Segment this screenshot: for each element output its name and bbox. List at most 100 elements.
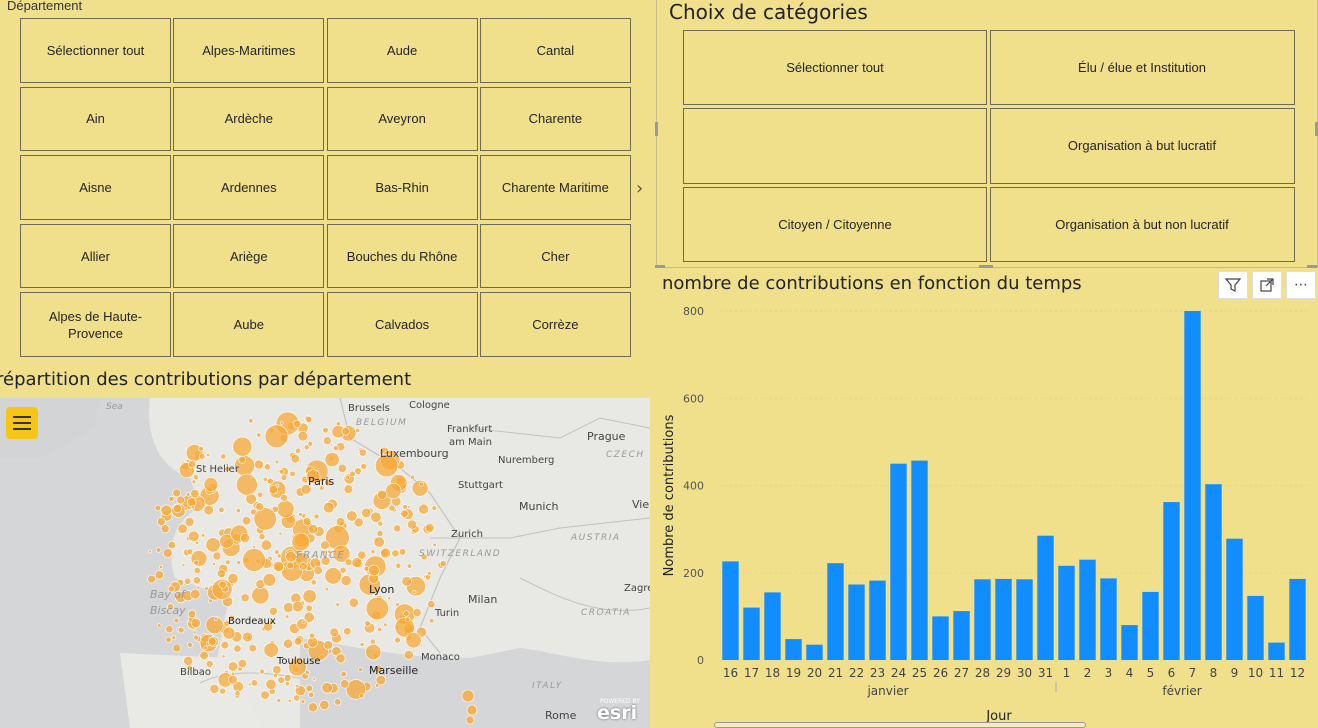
contribution-dot[interactable] [335,653,346,664]
contribution-dot[interactable] [237,659,247,669]
bar-day-8[interactable] [1205,484,1222,660]
contribution-dot[interactable] [320,540,330,550]
contribution-dot[interactable] [231,671,236,676]
contribution-dot[interactable] [404,616,411,623]
contribution-dot[interactable] [183,506,188,512]
contribution-dot[interactable] [176,495,185,505]
resize-handle-right[interactable] [1315,122,1318,136]
bar-day-17[interactable] [743,607,760,660]
contribution-dot[interactable] [234,690,241,697]
bar-day-28[interactable] [974,579,991,660]
contribution-dot[interactable] [394,617,415,638]
contribution-dot[interactable] [292,600,304,613]
contribution-dot[interactable] [241,516,252,526]
contribution-dot[interactable] [312,677,317,681]
departement-tile[interactable]: Aisne [20,155,171,220]
bar-day-22[interactable] [848,584,865,661]
contribution-dot[interactable] [280,474,288,481]
contribution-dot[interactable] [375,683,380,688]
contribution-dot[interactable] [212,551,222,561]
contribution-dot[interactable] [302,517,312,526]
contribution-dot[interactable] [257,491,264,498]
contribution-dot[interactable] [192,630,197,635]
contribution-dot[interactable] [192,576,201,585]
contribution-dot[interactable] [157,623,162,628]
contribution-dot[interactable] [305,684,313,692]
bar-day-4[interactable] [1121,625,1138,660]
contribution-dot[interactable] [184,517,195,527]
contribution-dot[interactable] [400,509,409,518]
contribution-dot[interactable] [171,635,177,640]
contribution-dot[interactable] [248,418,254,424]
contribution-dot[interactable] [339,566,347,574]
contribution-dot[interactable] [287,698,292,703]
contribution-dot[interactable] [172,643,182,653]
contribution-dot[interactable] [319,485,325,491]
contribution-dot[interactable] [340,575,352,587]
contribution-dot[interactable] [268,485,279,495]
contribution-dot[interactable] [255,502,265,511]
contribution-dot[interactable] [373,536,385,548]
contribution-dot[interactable] [279,469,285,475]
contribution-dot[interactable] [235,508,241,513]
bar-day-11[interactable] [1268,642,1285,660]
contribution-dot[interactable] [238,455,246,464]
contribution-dot[interactable] [345,475,350,480]
contribution-dot[interactable] [156,517,166,526]
contribution-dot[interactable] [427,600,436,609]
contribution-dot[interactable] [185,492,191,497]
contribution-dot[interactable] [380,547,391,559]
contribution-dot[interactable] [273,673,278,678]
contribution-dot[interactable] [349,470,356,478]
contribution-dot[interactable] [412,590,417,595]
contribution-dot[interactable] [225,559,231,565]
contribution-dot[interactable] [395,562,402,569]
contribution-dot[interactable] [242,631,253,643]
contribution-dot[interactable] [301,620,306,625]
contribution-dot[interactable] [308,524,319,535]
contribution-dot[interactable] [268,606,278,616]
contribution-dot[interactable] [156,547,162,553]
contribution-dot[interactable] [411,479,429,497]
contribution-dot[interactable] [343,627,352,636]
contribution-dot[interactable] [335,517,346,527]
contribution-dot[interactable] [205,660,214,668]
contribution-dot[interactable] [313,565,323,575]
contribution-dot[interactable] [191,479,197,485]
departement-tile[interactable]: Ariège [173,223,325,289]
contribution-dot[interactable] [324,478,332,487]
contribution-dot[interactable] [203,477,219,492]
bar-day-12[interactable] [1289,578,1306,660]
contribution-dot[interactable] [359,693,365,699]
contribution-dot[interactable] [405,632,422,649]
departement-tile[interactable]: Ain [20,86,171,152]
contribution-dot[interactable] [227,572,239,584]
contribution-dot[interactable] [276,698,282,703]
contribution-dot[interactable] [218,580,227,589]
contribution-dot[interactable] [198,445,204,452]
contribution-dot[interactable] [351,557,363,568]
contribution-dot[interactable] [205,616,224,635]
contribution-dot[interactable] [283,673,292,682]
contribution-dot[interactable] [327,549,332,554]
bar-day-27[interactable] [953,611,970,660]
contribution-dot[interactable] [403,610,410,617]
contribution-dot[interactable] [159,565,164,570]
contribution-dot[interactable] [165,625,174,634]
contribution-dot[interactable] [439,560,447,568]
contribution-dot[interactable] [344,558,353,566]
contribution-dot[interactable] [295,684,300,689]
contribution-dot[interactable] [329,627,339,638]
bar-day-20[interactable] [806,644,823,660]
contribution-dot[interactable] [393,524,402,533]
contribution-dot[interactable] [322,436,332,445]
bar-day-16[interactable] [722,561,739,660]
categorie-tile[interactable]: Sélectionner tout [683,30,987,106]
contribution-dot[interactable] [242,548,266,572]
contribution-dot[interactable] [420,553,428,561]
contribution-dot[interactable] [177,626,185,634]
contribution-dot[interactable] [346,510,358,522]
contribution-dot[interactable] [303,444,310,451]
contribution-dot[interactable] [224,465,231,472]
contribution-dot[interactable] [298,512,303,517]
